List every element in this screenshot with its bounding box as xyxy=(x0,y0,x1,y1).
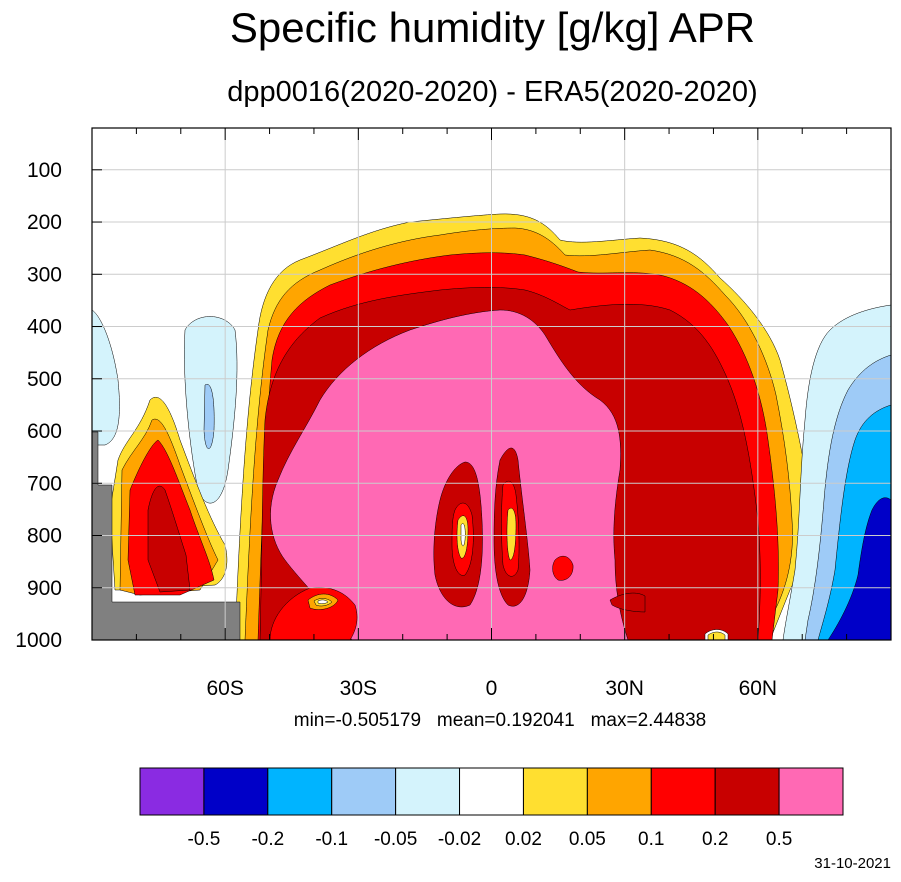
chart-subtitle: dpp0016(2020-2020) - ERA5(2020-2020) xyxy=(227,76,758,108)
core-red-spot xyxy=(552,555,574,581)
core-darkred-edge xyxy=(609,592,646,613)
y-tick-label: 1000 xyxy=(15,629,62,652)
colorbar-swatch xyxy=(778,767,844,816)
colorbar-label: 0.02 xyxy=(505,829,542,850)
southern-lowlevel-white xyxy=(317,599,329,604)
core-white-left xyxy=(460,523,466,547)
x-tick-label: 60N xyxy=(739,677,778,700)
colorbar-label: -0.05 xyxy=(374,829,417,850)
y-tick-label: 600 xyxy=(27,420,62,443)
colorbar-swatch xyxy=(522,767,588,816)
gridlines xyxy=(92,128,891,641)
date-label: 31-10-2021 xyxy=(814,855,891,872)
southern-weak-moist-blob xyxy=(92,309,120,446)
colorbar-swatch xyxy=(331,767,397,816)
core-yellow-right xyxy=(506,507,517,561)
y-tick-label: 100 xyxy=(27,159,62,182)
x-tick-label: 0 xyxy=(486,677,498,700)
southern-darkred-lobe xyxy=(147,485,191,593)
colorbar-label: -0.2 xyxy=(251,829,284,850)
colorbar-label: 0.2 xyxy=(702,829,728,850)
colorbar-label: -0.1 xyxy=(315,829,348,850)
stats-line: min=-0.505179 mean=0.192041 max=2.44838 xyxy=(293,710,707,731)
colorbar-swatch xyxy=(586,767,652,816)
colorbar-swatch xyxy=(139,767,205,816)
x-tick-label: 60S xyxy=(206,677,243,700)
southern-small-blue-blob xyxy=(203,384,215,449)
contour-fills xyxy=(92,213,891,640)
colorbar-label: 0.05 xyxy=(569,829,606,850)
northern-darkblue xyxy=(827,497,891,640)
colorbar-swatch xyxy=(714,767,780,816)
colorbar-swatch xyxy=(395,767,461,816)
y-tick-label: 200 xyxy=(27,211,62,234)
y-tick-label: 300 xyxy=(27,263,62,286)
colorbar-swatch xyxy=(459,767,524,816)
y-axis: 100 200 300 400 500 600 700 800 900 1000 xyxy=(15,159,102,652)
colorbar-swatch xyxy=(267,767,333,816)
y-tick-label: 900 xyxy=(27,577,62,600)
y-tick-label: 700 xyxy=(27,472,62,495)
x-tick-label: 30S xyxy=(340,677,377,700)
colorbar-label: 0.5 xyxy=(766,829,792,850)
x-tick-label: 30N xyxy=(605,677,644,700)
colorbar: -0.5 -0.2 -0.1 -0.05 -0.02 0.02 0.05 0.1 0.2 0.5 xyxy=(139,767,844,850)
x-axis: 60S 30S 0 30N 60N xyxy=(135,128,848,700)
y-tick-label: 800 xyxy=(27,525,62,548)
chart-title: Specific humidity [g/kg] APR xyxy=(229,4,756,51)
colorbar-label: 0.1 xyxy=(638,829,664,850)
y-tick-label: 500 xyxy=(27,368,62,391)
colorbar-label: -0.5 xyxy=(188,829,221,850)
y-tick-label: 400 xyxy=(27,316,62,339)
colorbar-swatch xyxy=(650,767,716,816)
northern-lowlevel-yellow xyxy=(707,631,726,640)
colorbar-label: -0.02 xyxy=(438,829,481,850)
colorbar-swatch xyxy=(203,767,269,816)
